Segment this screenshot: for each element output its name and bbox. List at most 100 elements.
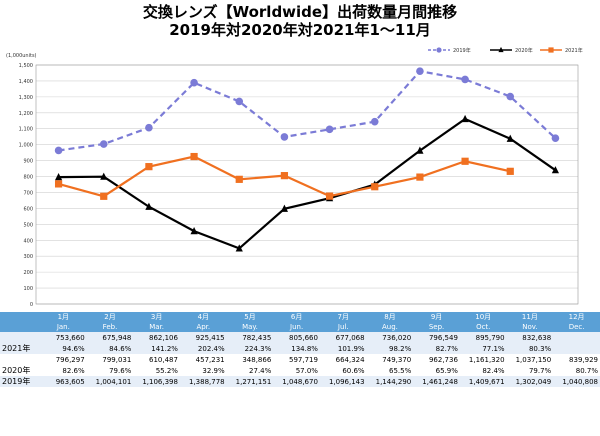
y-tick-label: 800 — [23, 175, 33, 181]
data-point — [235, 175, 243, 183]
month-header-9: 9月 Sep. — [413, 312, 460, 332]
data-point — [506, 92, 515, 101]
cell-2020-value-1: 796,297 — [40, 354, 87, 365]
cell-2019-value-5: 1,271,151 — [226, 376, 274, 387]
month-header-1: 1月 Jan. — [40, 312, 87, 332]
data-point — [235, 244, 243, 252]
cell-2021-pct-6: 134.8% — [273, 343, 320, 354]
cell-2020-pct-8: 65.5% — [366, 365, 414, 376]
cell-2021-pct-8: 98.2% — [366, 343, 414, 354]
row-label-2021-year: 2021年 — [0, 343, 40, 354]
cell-2020-value-5: 348,866 — [226, 354, 274, 365]
cell-2019-value-8: 1,144,290 — [366, 376, 414, 387]
cell-2021-pct-5: 224.3% — [226, 343, 274, 354]
cell-2021-value-11: 832,638 — [506, 332, 554, 343]
legend-marker-2021年 — [548, 47, 554, 53]
cell-2019-value-9: 1,461,248 — [413, 376, 460, 387]
month-header-12: 12月 Dec. — [553, 312, 600, 332]
data-point — [145, 202, 153, 210]
cell-2021-value-12 — [553, 332, 600, 343]
data-point — [551, 134, 560, 142]
cell-2021-value-3: 862,106 — [133, 332, 180, 343]
data-point — [54, 146, 63, 155]
data-point — [145, 163, 153, 171]
cell-2020-pct-2: 79.6% — [86, 365, 134, 376]
series-line-2020年 — [58, 117, 557, 250]
month-header-5: 5月 May. — [226, 312, 274, 332]
cell-2020-pct-5: 27.4% — [226, 365, 274, 376]
legend-label: 2021年 — [565, 47, 583, 54]
cell-2021-value-9: 796,549 — [413, 332, 460, 343]
cell-2021-value-1: 753,660 — [40, 332, 87, 343]
data-point — [190, 78, 198, 87]
cell-2021-pct-3: 141.2% — [133, 343, 180, 354]
month-header-10: 10月 Oct. — [459, 312, 507, 332]
table-row-2020-pct: 2020年 82.6% 79.6% 55.2% 32.9% 27.4% 57.0% 60.6… — [0, 365, 600, 376]
cell-2021-pct-7: 101.9% — [319, 343, 367, 354]
table-row-2019-values: 2019年 963,605 1,004,101 1,106,398 1,388,778… — [0, 376, 600, 387]
row-label-2019-year: 2019年 — [0, 376, 40, 387]
legend-label: 2020年 — [515, 47, 533, 54]
data-point — [461, 157, 469, 165]
data-point — [280, 204, 289, 212]
data-point — [145, 123, 153, 132]
data-point — [235, 97, 244, 106]
cell-2021-value-10: 895,790 — [459, 332, 507, 343]
month-header-7: 7月 Jul. — [319, 312, 367, 332]
y-tick-label: 700 — [23, 190, 33, 196]
row-label-2020-blank — [0, 354, 40, 365]
cell-2021-value-5: 782,435 — [226, 332, 274, 343]
cell-2021-pct-2: 84.6% — [86, 343, 134, 354]
data-point — [506, 134, 514, 142]
legend-label: 2019年 — [453, 47, 471, 54]
data-point — [100, 192, 108, 200]
legend-marker-2019年 — [436, 47, 442, 53]
y-tick-label: 1,100 — [19, 127, 33, 133]
data-point — [190, 152, 198, 161]
y-tick-label: 1,000 — [19, 143, 33, 149]
data-point — [100, 172, 108, 180]
y-tick-label: 1,300 — [19, 95, 33, 101]
chart-subtitle: 2019年対2020年対2021年1～11月 — [169, 21, 431, 39]
cell-2020-pct-6: 57.0% — [273, 365, 320, 376]
cell-2020-pct-1: 82.6% — [40, 365, 87, 376]
y-tick-label: 1,400 — [19, 79, 33, 85]
cell-2020-pct-4: 32.9% — [179, 365, 227, 376]
cell-2021-pct-1: 94.6% — [40, 343, 87, 354]
month-header-6: 6月 Jun. — [273, 312, 320, 332]
row-label-2020-year: 2020年 — [0, 365, 40, 376]
y-tick-label: 400 — [23, 238, 33, 244]
cell-2019-value-7: 1,096,143 — [319, 376, 367, 387]
data-point — [416, 146, 424, 154]
data-point — [371, 183, 379, 191]
y-tick-label: 200 — [23, 270, 33, 276]
cell-2021-pct-11: 80.3% — [506, 343, 554, 354]
data-point — [325, 192, 334, 200]
data-point — [416, 173, 424, 181]
cell-2020-value-6: 597,719 — [273, 354, 320, 365]
cell-2021-pct-12 — [553, 343, 600, 354]
cell-2021-pct-10: 77.1% — [459, 343, 507, 354]
cell-2019-value-10: 1,409,671 — [459, 376, 507, 387]
series-line-2019年 — [58, 69, 557, 152]
cell-2021-pct-9: 82.7% — [413, 343, 460, 354]
cell-2019-value-11: 1,302,049 — [506, 376, 554, 387]
data-point — [54, 173, 63, 181]
cell-2020-pct-9: 65.9% — [413, 365, 460, 376]
table-corner-cell — [0, 312, 40, 332]
line-chart: 0 100 200 300 400 500 600 700 800 900 1,000 1,100 1,… — [6, 46, 583, 308]
data-point — [416, 67, 424, 75]
y-tick-label: 600 — [23, 206, 33, 212]
data-point — [99, 140, 108, 148]
data-point — [280, 133, 289, 141]
y-tick-label: 100 — [23, 286, 33, 292]
data-point — [54, 180, 63, 188]
cell-2019-value-12: 1,040,808 — [553, 376, 600, 387]
table-row-2021-values: 753,660 675,948 862,106 925,415 782,435 805,6… — [0, 332, 600, 343]
cell-2021-value-7: 677,068 — [319, 332, 367, 343]
month-header-11: 11月 Nov. — [506, 312, 554, 332]
data-point — [461, 114, 469, 123]
data-point — [506, 167, 514, 175]
cell-2020-value-12: 839,929 — [553, 354, 600, 365]
cell-2020-pct-11: 79.7% — [506, 365, 554, 376]
